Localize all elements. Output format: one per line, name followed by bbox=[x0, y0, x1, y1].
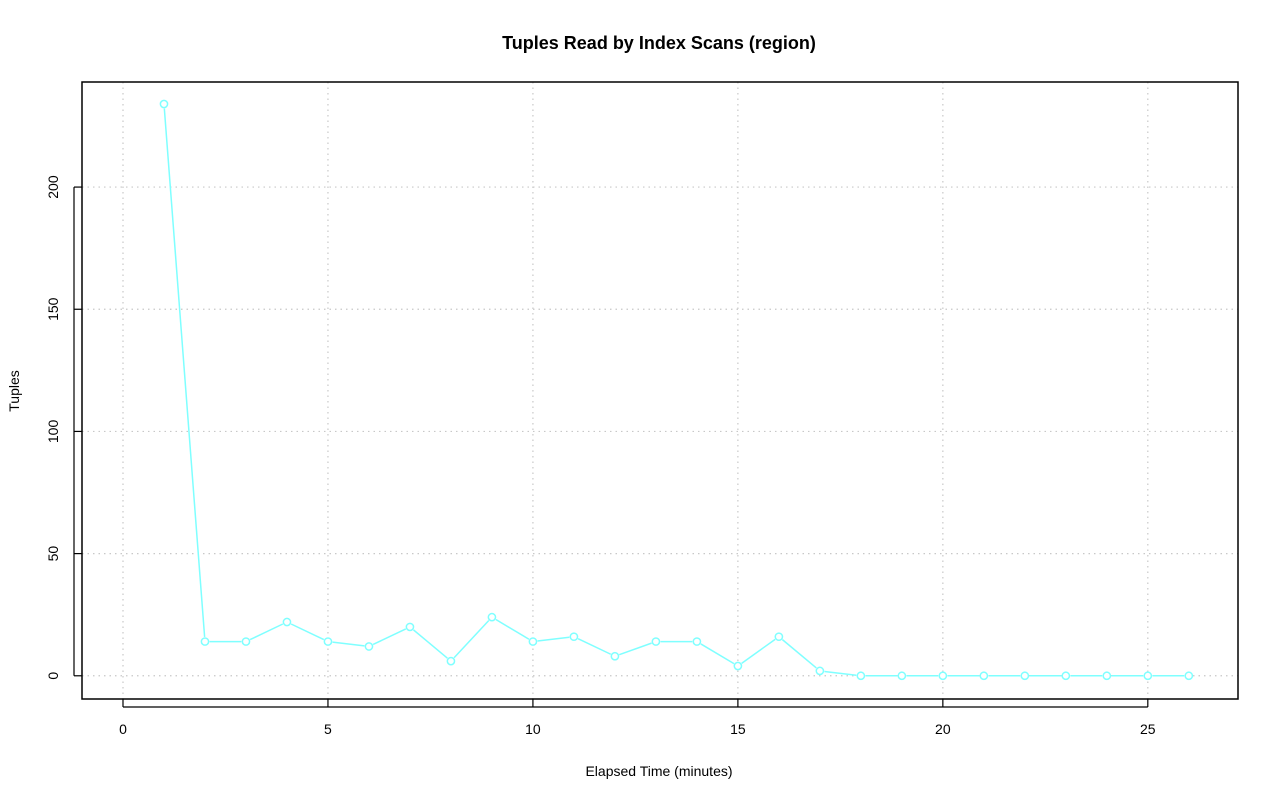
data-point bbox=[1184, 671, 1194, 681]
y-tick-label: 0 bbox=[45, 672, 61, 680]
y-tick-label: 100 bbox=[45, 420, 61, 444]
series-line-segment bbox=[781, 639, 817, 669]
series-line-segment bbox=[537, 636, 570, 642]
series-line-segment bbox=[824, 670, 857, 676]
series-group bbox=[159, 99, 1194, 681]
data-point bbox=[651, 637, 661, 646]
data-point bbox=[610, 651, 620, 661]
data-point bbox=[282, 617, 292, 627]
series-line-segment bbox=[618, 642, 652, 656]
data-point bbox=[241, 637, 251, 646]
y-tick-label: 50 bbox=[45, 546, 61, 562]
series-line-segment bbox=[700, 643, 735, 665]
data-series bbox=[159, 99, 1194, 681]
data-point bbox=[364, 642, 374, 651]
y-axis: 0 50 100 150 200 bbox=[45, 175, 82, 680]
data-point bbox=[733, 661, 743, 671]
data-point bbox=[200, 637, 210, 646]
data-point bbox=[405, 622, 415, 632]
series-line-segment bbox=[372, 628, 407, 646]
data-point bbox=[1143, 671, 1153, 681]
data-point bbox=[487, 612, 497, 622]
series-line-segment bbox=[577, 637, 612, 655]
x-tick-label: 5 bbox=[324, 721, 332, 737]
y-tick-label: 150 bbox=[45, 297, 61, 321]
data-point bbox=[569, 632, 579, 642]
series-line-segment bbox=[163, 108, 206, 638]
data-point bbox=[1102, 671, 1112, 681]
x-tick-label: 0 bbox=[119, 721, 127, 737]
series-line-segment bbox=[332, 641, 365, 647]
data-point bbox=[938, 671, 948, 681]
data-point bbox=[979, 671, 989, 681]
data-point bbox=[692, 637, 702, 646]
plot-frame bbox=[81, 81, 1239, 700]
series-line-segment bbox=[741, 638, 776, 664]
x-tick-label: 20 bbox=[935, 721, 951, 737]
y-tick-label: 200 bbox=[45, 175, 61, 199]
series-line-segment bbox=[290, 623, 325, 641]
data-point bbox=[897, 671, 907, 681]
data-point bbox=[1061, 671, 1071, 681]
x-tick-label: 25 bbox=[1140, 721, 1156, 737]
data-point bbox=[1020, 671, 1030, 681]
grid-lines bbox=[82, 82, 1238, 699]
series-line-segment bbox=[249, 623, 284, 641]
x-tick-label: 10 bbox=[525, 721, 541, 737]
data-point bbox=[446, 656, 456, 666]
data-point bbox=[815, 666, 825, 676]
data-point bbox=[528, 637, 538, 646]
chart-title: Tuples Read by Index Scans (region) bbox=[502, 33, 816, 53]
series-line-segment bbox=[453, 619, 490, 659]
x-tick-label: 15 bbox=[730, 721, 746, 737]
x-axis: 0 5 10 15 20 25 bbox=[119, 699, 1156, 737]
series-line-segment bbox=[412, 629, 448, 659]
x-axis-label: Elapsed Time (minutes) bbox=[585, 763, 732, 779]
data-point bbox=[774, 632, 784, 642]
y-axis-label: Tuples bbox=[6, 370, 22, 412]
data-point bbox=[856, 671, 866, 681]
data-point bbox=[159, 99, 169, 109]
series-line-segment bbox=[495, 618, 530, 640]
data-point bbox=[323, 637, 333, 646]
